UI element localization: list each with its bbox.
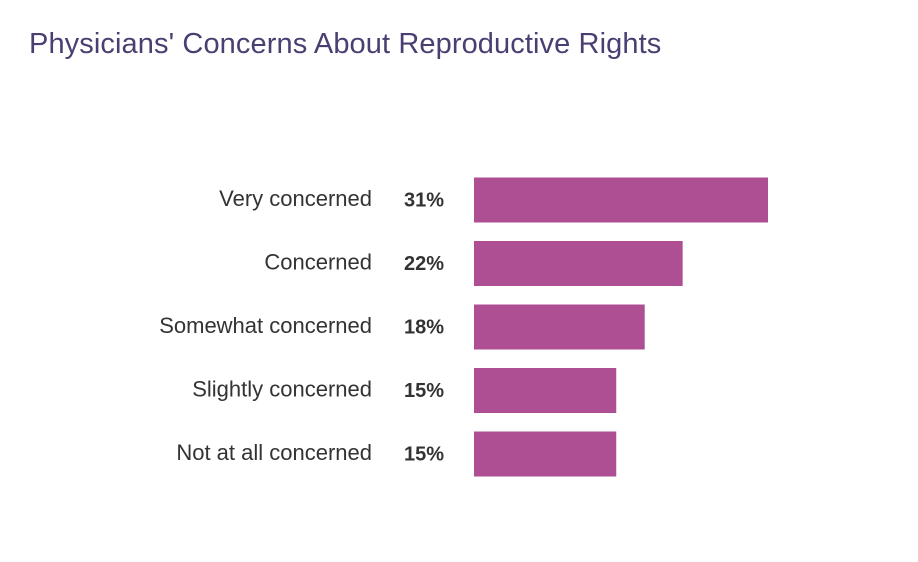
bar-very-concerned [474,177,768,223]
value-label-not-at-all-concerned: 15% [404,443,444,465]
category-label-very-concerned: Very concerned [219,186,372,211]
category-label-slightly-concerned: Slightly concerned [192,376,372,401]
bars-group: Very concerned 31% Concerned 22% Somewhat co… [159,177,768,477]
bar-not-at-all-concerned [474,431,617,477]
value-label-slightly-concerned: 15% [404,380,444,402]
category-label-not-at-all-concerned: Not at all concerned [176,440,372,465]
bar-slightly-concerned [474,368,617,413]
category-label-concerned: Concerned [264,249,372,274]
value-label-very-concerned: 31% [404,189,444,211]
category-label-somewhat-concerned: Somewhat concerned [159,313,372,338]
bar-somewhat-concerned [474,304,645,350]
bar-concerned [474,241,683,286]
chart-title: Physicians' Concerns About Reproductive … [29,28,662,60]
value-label-somewhat-concerned: 18% [404,316,444,338]
value-label-concerned: 22% [404,253,444,275]
